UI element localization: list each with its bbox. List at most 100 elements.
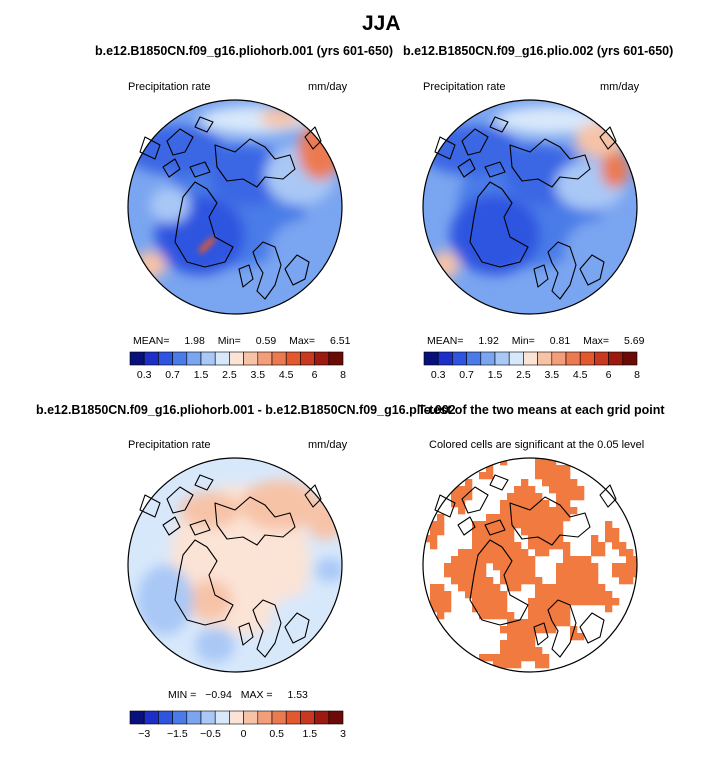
sig-cell-257 [535, 584, 543, 592]
sig-cell-280 [563, 591, 571, 599]
sig-cell-342 [556, 619, 564, 627]
coastline-4-2 [457, 516, 476, 536]
sig-cell-194 [521, 563, 529, 571]
map-1-border [127, 99, 343, 315]
panel-2-min-label: Min= [511, 335, 535, 347]
sig-cell-205 [633, 563, 637, 571]
sig-cell-169 [472, 556, 480, 564]
sig-cell-14 [549, 472, 557, 480]
sig-cell-58 [458, 507, 466, 515]
panel-1-max: 6.51 [329, 335, 351, 347]
sig-cell-370 [479, 654, 487, 662]
sig-cell-251 [472, 584, 480, 592]
sig-cell-114 [612, 528, 620, 536]
sig-cell-310 [444, 605, 452, 613]
sig-cell-101 [472, 528, 480, 536]
sig-cell-353 [507, 633, 515, 641]
sig-cell-195 [528, 563, 536, 571]
sig-cell-212 [500, 570, 508, 578]
coastlines-3 [139, 474, 322, 658]
colorbar-3-box-5 [200, 710, 216, 725]
sig-cell-80 [549, 514, 557, 522]
sig-cell-133 [479, 542, 487, 550]
sig-cell-293 [493, 598, 501, 606]
sig-cell-255 [507, 584, 515, 592]
sig-cell-243 [584, 577, 592, 585]
sig-cell-339 [535, 619, 543, 627]
sig-cell-29 [528, 486, 536, 494]
sig-cell-204 [626, 563, 634, 571]
sig-cell-221 [584, 570, 592, 578]
sig-cell-189 [479, 563, 487, 571]
sig-cell-108 [528, 528, 536, 536]
sig-cell-6 [542, 465, 550, 473]
panel-2-title: b.e12.B1850CN.f09_g16.plio.002 (yrs 601-… [403, 44, 674, 58]
sig-cell-249 [458, 584, 466, 592]
sig-cell-61 [514, 507, 522, 515]
sig-cell-187 [465, 563, 473, 571]
colorbar-3-box-8 [243, 710, 259, 725]
sig-cell-244 [591, 577, 599, 585]
sig-cell-281 [570, 591, 578, 599]
colorbar-3-box-1 [143, 710, 159, 725]
sig-cell-139 [528, 542, 536, 550]
coastlines-4 [434, 474, 617, 658]
sig-cell-95 [542, 521, 550, 529]
coastline-4-1 [461, 486, 489, 514]
sig-cell-123 [528, 535, 536, 543]
panel-3-stats: MIN = −0.94 MAX = 1.53 [168, 689, 308, 701]
sig-cell-219 [570, 570, 578, 578]
map-4-border [422, 457, 638, 673]
sig-cell-298 [549, 598, 557, 606]
sig-cell-34 [577, 486, 585, 494]
sig-cell-263 [577, 584, 585, 592]
sig-cell-44 [563, 493, 571, 501]
map-2-border [422, 99, 638, 315]
panel-3-units: mm/day [308, 439, 348, 451]
sig-cell-312 [479, 605, 487, 613]
sig-cell-367 [521, 647, 529, 655]
sig-cell-331 [542, 612, 550, 620]
sig-cell-132 [472, 542, 480, 550]
sig-cell-349 [535, 626, 543, 634]
sig-cell-317 [535, 605, 543, 613]
sig-cell-124 [535, 535, 543, 543]
colorbar-3-box-10 [271, 710, 287, 725]
sig-cell-320 [556, 605, 564, 613]
panel-1-title: b.e12.B1850CN.f09_g16.pliohorb.001 (yrs … [95, 44, 394, 58]
sig-cell-273 [486, 591, 494, 599]
sig-cell-20 [549, 479, 557, 487]
colorbar-1-tick-0: 0.3 [137, 369, 152, 381]
coastline-4-9 [599, 484, 617, 508]
sig-cell-358 [577, 633, 585, 641]
sig-cell-23 [570, 479, 578, 487]
sig-cell-369 [535, 647, 543, 655]
colorbar-2-box-0 [423, 351, 439, 366]
sig-cell-230 [472, 577, 480, 585]
sig-cell-364 [500, 647, 508, 655]
coastline-1-10 [194, 116, 214, 133]
sig-cell-247 [430, 584, 438, 592]
sig-cell-18 [521, 479, 529, 487]
panel-1-units: mm/day [308, 81, 348, 93]
coastline-1-9 [304, 126, 322, 150]
coastlines-1 [139, 116, 322, 300]
colorbar-2-box-7 [523, 351, 538, 366]
sig-cell-43 [556, 493, 564, 501]
colorbar-3-box-6 [214, 710, 230, 725]
sig-cell-30 [549, 486, 557, 494]
sig-cell-231 [479, 577, 487, 585]
sig-cell-274 [493, 591, 501, 599]
panel-4-title: T-test of the two means at each grid poi… [418, 403, 665, 417]
colorbar-2-tick-7: 8 [634, 369, 640, 381]
colorbar-1-box-12 [300, 351, 315, 366]
colorbar-1-box-6 [214, 351, 230, 366]
sig-cell-248 [437, 584, 445, 592]
coastline-2-2 [457, 158, 476, 178]
sig-cell-381 [500, 661, 508, 669]
sig-cell-181 [584, 556, 592, 564]
coastline-2-0 [469, 181, 529, 268]
sig-cell-323 [437, 612, 445, 620]
colorbar-3-box-14 [328, 710, 344, 725]
sig-cell-384 [535, 661, 543, 669]
